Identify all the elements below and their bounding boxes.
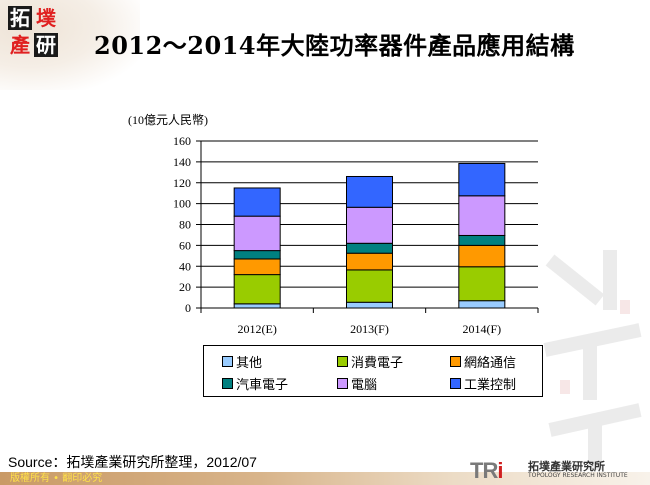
legend-swatch-icon <box>450 356 461 367</box>
copyright-text: 版權所有 • 翻印必究 <box>10 473 103 484</box>
legend-item: 工業控制 <box>450 374 516 393</box>
page-title: 2012～2014年大陸功率器件產品應用結構 <box>94 31 575 60</box>
legend-item: 電腦 <box>337 374 377 393</box>
legend-swatch-icon <box>337 356 348 367</box>
bar-segment <box>233 215 281 252</box>
bar-segment <box>346 242 393 254</box>
y-tick-label: 160 <box>173 134 191 148</box>
bar-segment <box>346 175 393 208</box>
y-tick-label: 0 <box>185 301 191 315</box>
legend-swatch-icon <box>222 378 233 389</box>
y-tick-label: 100 <box>173 197 191 211</box>
bar-segment <box>346 252 393 271</box>
bar-segment <box>233 187 281 217</box>
bar-segment <box>458 300 506 309</box>
bar-segment <box>346 269 393 303</box>
y-tick-label: 20 <box>179 280 191 294</box>
legend-label: 網絡通信 <box>464 356 517 371</box>
bar-segment <box>346 301 393 309</box>
x-tick-label: 2013(F) <box>350 322 389 336</box>
watermark-icon <box>543 250 642 470</box>
legend-label: 工業控制 <box>464 378 517 393</box>
legend-label: 其他 <box>236 356 263 371</box>
legend-item: 汽車電子 <box>222 374 288 393</box>
legend-item: 其他 <box>222 352 262 371</box>
legend-label: 消費電子 <box>351 356 404 371</box>
tri-mark-icon: TRi <box>470 458 503 483</box>
bar-segment <box>346 206 393 244</box>
footer-bar: 版權所有 • 翻印必究 <box>0 472 650 485</box>
logo-char: 研 <box>34 33 58 57</box>
org-name-zh: 拓墣產業研究所 <box>528 460 605 473</box>
footer-logo: TRi 拓墣產業研究所 TOPOLOGY RESEARCH INSTITUTE <box>470 458 628 484</box>
tri-logo: 拓 墣 產 研 <box>8 6 60 58</box>
bar-segment <box>233 258 281 276</box>
org-name-en: TOPOLOGY RESEARCH INSTITUTE <box>528 472 628 479</box>
legend-swatch-icon <box>337 378 348 389</box>
bar-segment <box>458 195 506 236</box>
logo-char: 拓 <box>8 6 32 30</box>
chart-legend: 其他 消費電子 網絡通信 汽車電子 電腦 工業控制 <box>203 345 543 397</box>
bar-segment <box>233 274 281 305</box>
y-tick-label: 80 <box>179 218 191 232</box>
bar-segment <box>458 162 506 197</box>
legend-label: 汽車電子 <box>236 378 289 393</box>
bar-segment <box>233 303 281 309</box>
bar-segment <box>233 250 281 260</box>
y-axis-unit-label: (10億元人民幣) <box>128 113 208 127</box>
y-tick-label: 140 <box>173 155 191 169</box>
legend-swatch-icon <box>450 378 461 389</box>
legend-item: 網絡通信 <box>450 352 516 371</box>
source-note: Source：拓墣產業研究所整理，2012/07 <box>8 454 257 470</box>
legend-swatch-icon <box>222 356 233 367</box>
logo-char: 墣 <box>36 6 56 30</box>
x-tick-label: 2012(E) <box>238 322 277 336</box>
bar-segment <box>458 234 506 246</box>
bar-segment <box>458 244 506 268</box>
logo-char: 產 <box>10 33 30 57</box>
legend-label: 電腦 <box>351 378 378 393</box>
y-tick-label: 120 <box>173 176 191 190</box>
bar-segment <box>458 266 506 302</box>
y-tick-label: 60 <box>179 238 191 252</box>
x-tick-label: 2014(F) <box>462 322 501 336</box>
y-tick-label: 40 <box>179 259 191 273</box>
legend-item: 消費電子 <box>337 352 403 371</box>
